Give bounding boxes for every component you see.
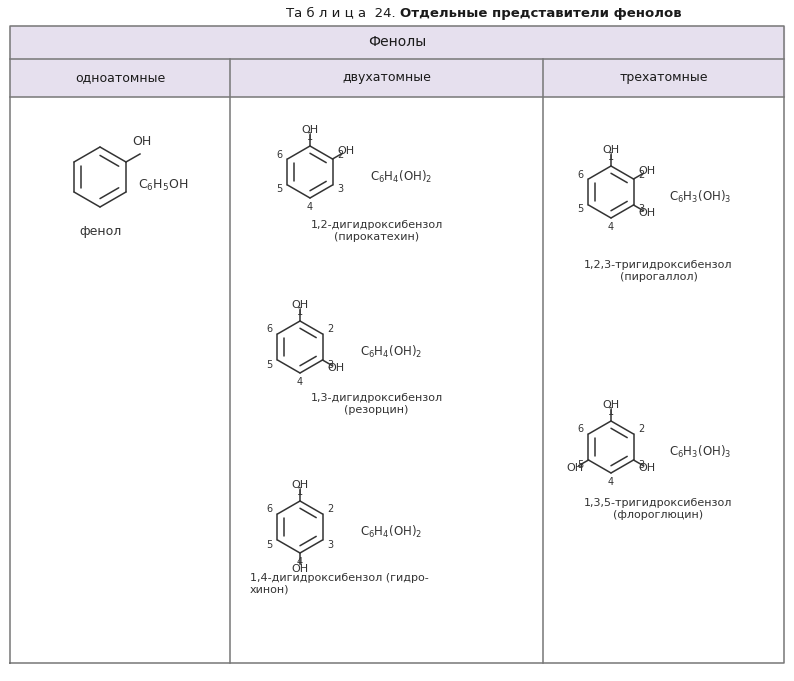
Text: 1: 1 xyxy=(297,307,303,317)
Text: 4: 4 xyxy=(297,377,303,387)
Text: 3: 3 xyxy=(638,460,645,469)
Text: 1,4-дигидроксибензол (гидро-
хинон): 1,4-дигидроксибензол (гидро- хинон) xyxy=(250,573,429,595)
Text: OH: OH xyxy=(291,564,309,574)
Text: 5: 5 xyxy=(577,204,584,215)
Text: Та б л и ц а  24.: Та б л и ц а 24. xyxy=(286,7,400,20)
Text: C$_6$H$_3$(OH)$_3$: C$_6$H$_3$(OH)$_3$ xyxy=(669,444,731,460)
Polygon shape xyxy=(10,59,784,97)
Polygon shape xyxy=(10,97,784,663)
Text: OH: OH xyxy=(603,145,619,155)
Text: OH: OH xyxy=(291,300,309,310)
Text: 1,3-дигидроксибензол
(резорцин): 1,3-дигидроксибензол (резорцин) xyxy=(310,393,442,415)
Text: 2: 2 xyxy=(327,505,333,515)
Text: C$_6$H$_4$(OH)$_2$: C$_6$H$_4$(OH)$_2$ xyxy=(360,524,422,540)
Text: 1,3,5-тригидроксибензол
(флороглюцин): 1,3,5-тригидроксибензол (флороглюцин) xyxy=(584,498,733,520)
Text: C$_6$H$_4$(OH)$_2$: C$_6$H$_4$(OH)$_2$ xyxy=(360,344,422,360)
Text: OH: OH xyxy=(639,208,656,218)
Text: 6: 6 xyxy=(577,170,584,180)
Text: C$_6$H$_4$(OH)$_2$: C$_6$H$_4$(OH)$_2$ xyxy=(370,169,432,185)
Text: C$_6$H$_5$OH: C$_6$H$_5$OH xyxy=(138,178,188,193)
Text: 3: 3 xyxy=(327,539,333,550)
Text: 1,2-дигидроксибензол
(пирокатехин): 1,2-дигидроксибензол (пирокатехин) xyxy=(310,220,442,242)
Text: OH: OH xyxy=(291,480,309,490)
Text: 3: 3 xyxy=(327,360,333,370)
Text: 2: 2 xyxy=(638,424,645,434)
Text: OH: OH xyxy=(302,125,318,135)
Text: 1: 1 xyxy=(297,487,303,497)
Text: OH: OH xyxy=(337,146,355,156)
Text: 2: 2 xyxy=(638,170,645,180)
Text: 1: 1 xyxy=(307,132,313,142)
Text: 2: 2 xyxy=(327,325,333,334)
Text: 3: 3 xyxy=(638,204,645,215)
Text: 5: 5 xyxy=(267,360,273,370)
Text: C$_6$H$_3$(OH)$_3$: C$_6$H$_3$(OH)$_3$ xyxy=(669,189,731,205)
Text: 4: 4 xyxy=(307,202,313,212)
Text: OH: OH xyxy=(328,363,345,373)
Text: одноатомные: одноатомные xyxy=(75,72,165,84)
Text: 5: 5 xyxy=(577,460,584,469)
Text: 4: 4 xyxy=(608,222,614,232)
Text: 5: 5 xyxy=(276,185,283,195)
Text: OH: OH xyxy=(566,463,583,473)
Text: 5: 5 xyxy=(267,539,273,550)
Polygon shape xyxy=(10,26,784,59)
Text: трехатомные: трехатомные xyxy=(619,72,707,84)
Text: фенол: фенол xyxy=(79,225,121,238)
Text: 6: 6 xyxy=(267,505,273,515)
Text: OH: OH xyxy=(603,400,619,410)
Text: OH: OH xyxy=(639,166,656,176)
Text: 2: 2 xyxy=(337,150,344,159)
Text: 6: 6 xyxy=(276,150,283,159)
Text: OH: OH xyxy=(639,463,656,473)
Text: 4: 4 xyxy=(297,557,303,567)
Text: двухатомные: двухатомные xyxy=(342,72,431,84)
Text: 6: 6 xyxy=(577,424,584,434)
Text: Фенолы: Фенолы xyxy=(368,35,426,50)
Text: Отдельные представители фенолов: Отдельные представители фенолов xyxy=(400,7,681,20)
Text: 1: 1 xyxy=(608,407,614,417)
Text: 4: 4 xyxy=(608,477,614,487)
Text: 6: 6 xyxy=(267,325,273,334)
Text: 1,2,3-тригидроксибензол
(пирогаллол): 1,2,3-тригидроксибензол (пирогаллол) xyxy=(584,260,733,282)
Text: 1: 1 xyxy=(608,152,614,162)
Text: OH: OH xyxy=(133,135,152,148)
Text: 3: 3 xyxy=(337,185,343,195)
